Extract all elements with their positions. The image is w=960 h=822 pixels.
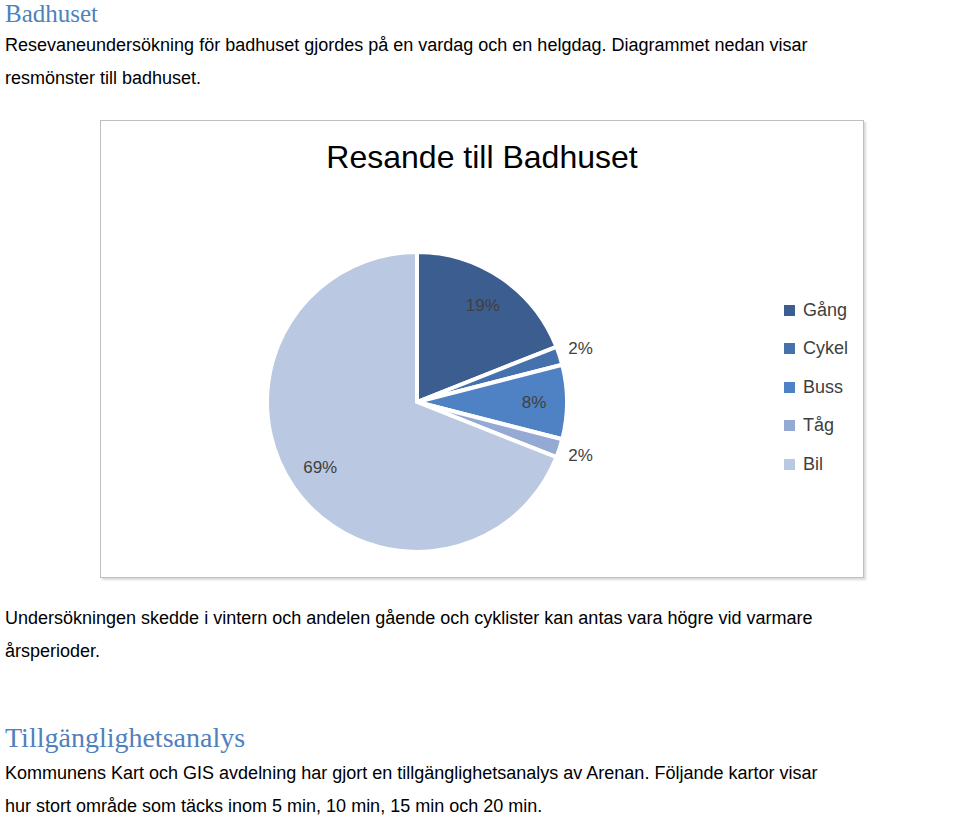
html-text:Tillgänglighetsanalys: Tillgänglighetsanalys (5, 722, 246, 753)
svg-text:8%: 8% (522, 393, 547, 412)
html-text:Gång: Gång (803, 299, 847, 320)
svg-text:69%: 69% (303, 458, 337, 477)
html-text:Buss: Buss (803, 376, 843, 397)
svg-text:2%: 2% (568, 446, 593, 465)
html-text:resmönster till badhuset.: resmönster till badhuset. (5, 68, 202, 88)
html-text:Cykel: Cykel (803, 338, 848, 359)
html-text:Tåg: Tåg (803, 415, 834, 436)
svg-text:2%: 2% (568, 339, 593, 358)
html-text:Bil: Bil (803, 453, 823, 474)
svg-text:19%: 19% (466, 296, 500, 315)
html-text:Undersökningen skedde i vinter: Undersökningen skedde i vintern och ande… (5, 608, 813, 628)
html-text:Resevaneundersökning för badhu: Resevaneundersökning för badhuset gjorde… (5, 35, 808, 55)
html-text:hur stort område som täcks ino: hur stort område som täcks inom 5 min, 1… (5, 796, 543, 816)
html-text:Resande till Badhuset: Resande till Badhuset (326, 139, 638, 175)
html-text:Badhuset: Badhuset (5, 0, 98, 27)
html-text:Kommunens Kart och GIS avdelni: Kommunens Kart och GIS avdelning har gjo… (5, 763, 818, 783)
html-text:årsperioder.: årsperioder. (5, 641, 101, 661)
